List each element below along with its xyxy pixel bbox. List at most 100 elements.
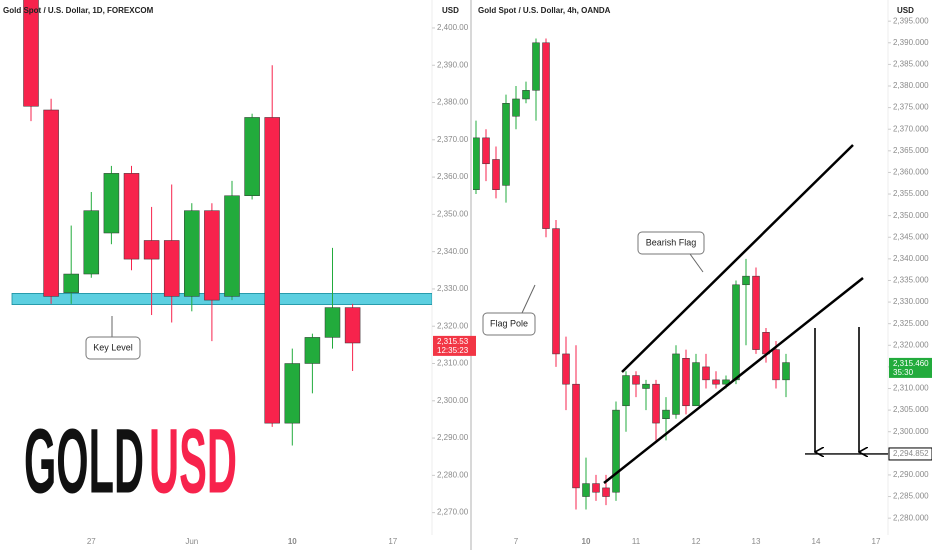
candle-body bbox=[732, 284, 740, 381]
callout-pointer bbox=[521, 284, 536, 314]
candle-body bbox=[752, 275, 760, 350]
chart-title: Gold Spot / U.S. Dollar, 1D, FOREXCOM bbox=[3, 6, 154, 15]
x-tick-label: 13 bbox=[752, 537, 761, 546]
x-tick-label: 11 bbox=[632, 537, 641, 546]
plot-right bbox=[473, 38, 888, 510]
x-tick-label: Jun bbox=[185, 537, 198, 546]
y-tick-label: 2,385.000 bbox=[893, 59, 929, 68]
x-tick-label: 14 bbox=[812, 537, 821, 546]
y-tick-label: 2,400.00 bbox=[437, 23, 469, 32]
candle-body bbox=[204, 210, 220, 301]
y-tick-label: 2,310.000 bbox=[893, 384, 929, 393]
candle-body bbox=[324, 307, 341, 338]
y-tick-label: 2,380.00 bbox=[437, 98, 469, 107]
candle-body bbox=[492, 159, 500, 190]
candle-body bbox=[692, 362, 700, 407]
candle-body bbox=[632, 375, 640, 385]
candle-body bbox=[224, 195, 240, 297]
y-tick-label: 2,300.00 bbox=[437, 396, 469, 405]
x-tick-label: 27 bbox=[87, 537, 96, 546]
candle-body bbox=[572, 383, 580, 489]
y-tick-label: 2,360.000 bbox=[893, 168, 929, 177]
y-tick-label: 2,280.00 bbox=[437, 470, 469, 479]
y-tick-label: 2,360.00 bbox=[437, 172, 469, 181]
candle-body bbox=[662, 409, 670, 420]
candle-body bbox=[23, 0, 39, 107]
y-tick-label: 2,340.000 bbox=[893, 254, 929, 263]
candle-body bbox=[264, 117, 280, 424]
currency: USD bbox=[897, 6, 914, 15]
y-tick-label: 2,300.000 bbox=[893, 427, 929, 436]
countdown: 35:30 bbox=[893, 368, 914, 377]
callout-box bbox=[637, 231, 705, 255]
callout-pointer bbox=[689, 253, 704, 273]
last-price-label: 2,315.460 bbox=[893, 359, 929, 368]
candle-body bbox=[562, 353, 570, 385]
candle-body bbox=[143, 240, 160, 260]
y-tick-label: 2,340.00 bbox=[437, 247, 469, 256]
x-tick-label: 7 bbox=[514, 537, 519, 546]
candle-body bbox=[284, 363, 301, 424]
x-tick-label: 10 bbox=[288, 537, 297, 546]
y-tick-label: 2,370.00 bbox=[437, 135, 469, 144]
candle-body bbox=[482, 137, 490, 165]
chart-title: Gold Spot / U.S. Dollar, 4h, OANDA bbox=[478, 6, 611, 15]
annotation: Bearish Flag bbox=[646, 237, 697, 247]
candle-body bbox=[722, 379, 730, 385]
currency: USD bbox=[442, 6, 459, 15]
candle-body bbox=[63, 273, 79, 293]
y-tick-label: 2,290.00 bbox=[437, 433, 469, 442]
key-level-band bbox=[11, 293, 432, 305]
y-tick-label: 2,390.00 bbox=[437, 60, 469, 69]
candle-body bbox=[682, 358, 690, 407]
last-price-label: 2,315.53 bbox=[437, 337, 469, 346]
candle-body bbox=[602, 487, 610, 497]
callout-box bbox=[482, 312, 536, 336]
y-tick-label: 2,345.000 bbox=[893, 232, 929, 241]
y-tick-label: 2,320.00 bbox=[437, 321, 469, 330]
x-tick-label: 17 bbox=[872, 537, 881, 546]
candle-body bbox=[772, 349, 780, 381]
candle-body bbox=[542, 42, 550, 229]
candle-body bbox=[304, 337, 321, 364]
trendline bbox=[603, 277, 864, 484]
annotation: Flag Pole bbox=[490, 318, 528, 328]
y-tick-label: 2,375.000 bbox=[893, 103, 929, 112]
candle-body bbox=[742, 275, 750, 286]
y-tick-label: 2,355.000 bbox=[893, 189, 929, 198]
candle-body bbox=[622, 375, 630, 407]
candle-body bbox=[344, 307, 361, 344]
candle-body bbox=[532, 42, 540, 91]
candle-body bbox=[582, 483, 590, 497]
y-tick-label: 2,395.000 bbox=[893, 16, 929, 25]
y-tick-label: 2,350.00 bbox=[437, 209, 469, 218]
callout-box bbox=[85, 336, 141, 360]
y-tick-label: 2,305.000 bbox=[893, 405, 929, 414]
candle-body bbox=[522, 90, 530, 100]
candle-body bbox=[83, 210, 100, 275]
y-tick-label: 2,330.000 bbox=[893, 297, 929, 306]
candle-body bbox=[642, 383, 650, 389]
y-tick-label: 2,390.000 bbox=[893, 38, 929, 47]
y-tick-label: 2,280.000 bbox=[893, 513, 929, 522]
candle-body bbox=[552, 228, 560, 355]
trendline bbox=[621, 144, 854, 373]
y-tick-label: 2,325.000 bbox=[893, 319, 929, 328]
last-price-tag bbox=[889, 357, 932, 378]
y-tick-label: 2,290.000 bbox=[893, 470, 929, 479]
y-tick-label: 2,285.000 bbox=[893, 492, 929, 501]
candle-body bbox=[43, 109, 59, 297]
candle-body bbox=[473, 137, 480, 190]
candle-body bbox=[184, 210, 200, 297]
x-tick-label: 10 bbox=[582, 537, 591, 546]
candle-body bbox=[103, 173, 120, 234]
candle-body bbox=[592, 483, 600, 493]
plot-left bbox=[11, 0, 432, 446]
x-tick-label: 17 bbox=[388, 537, 397, 546]
price-tag-label: 2,294.852 bbox=[893, 449, 929, 458]
annotation: Key Level bbox=[93, 342, 133, 352]
candle-body bbox=[244, 117, 260, 196]
candle-body bbox=[612, 409, 620, 493]
